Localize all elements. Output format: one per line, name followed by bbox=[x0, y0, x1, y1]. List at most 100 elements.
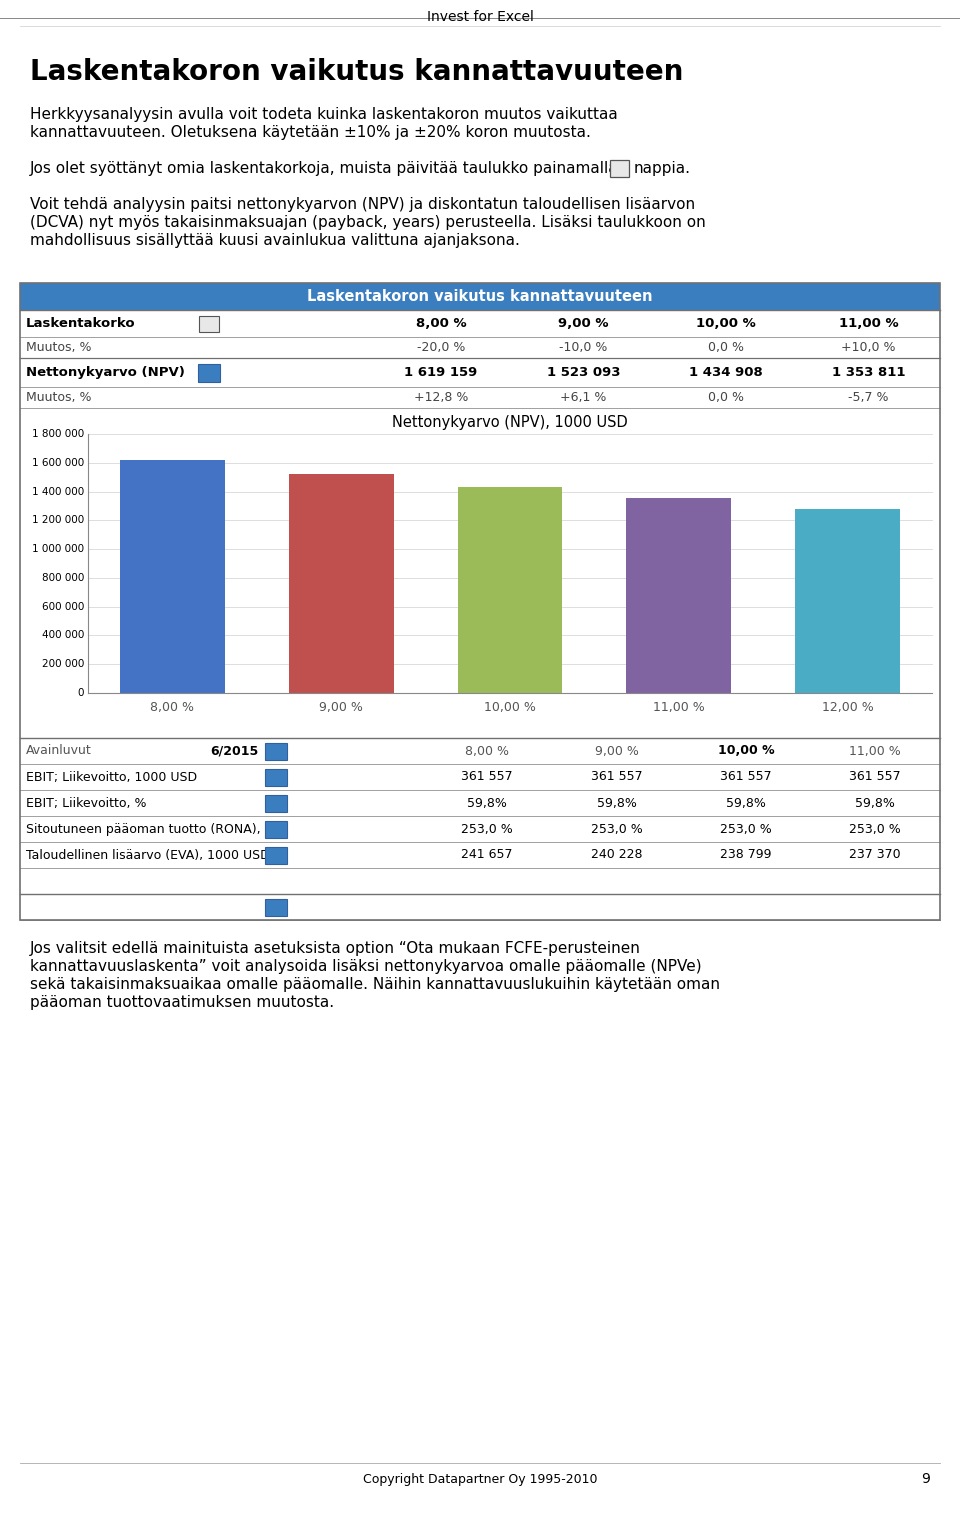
Bar bbox=[265, 847, 287, 864]
Bar bbox=[289, 474, 394, 692]
Text: 600 000: 600 000 bbox=[41, 601, 84, 612]
Text: 59,8%: 59,8% bbox=[596, 797, 636, 809]
Text: Taloudellinen lisäarvo (EVA), 1000 USD: Taloudellinen lisäarvo (EVA), 1000 USD bbox=[26, 848, 270, 862]
Text: 12,00 %: 12,00 % bbox=[822, 700, 874, 714]
Text: 9,00 %: 9,00 % bbox=[559, 317, 609, 330]
Text: Muutos, %: Muutos, % bbox=[26, 391, 91, 405]
Text: pääoman tuottovaatimuksen muutosta.: pääoman tuottovaatimuksen muutosta. bbox=[30, 994, 334, 1009]
Text: 0,0 %: 0,0 % bbox=[708, 341, 744, 355]
Bar bbox=[199, 315, 219, 332]
Bar bbox=[265, 768, 287, 785]
Bar bbox=[198, 364, 220, 382]
Text: Laskentakorko: Laskentakorko bbox=[26, 317, 135, 330]
Text: +10,0 %: +10,0 % bbox=[842, 341, 896, 355]
Text: 59,8%: 59,8% bbox=[726, 797, 766, 809]
Text: 253,0 %: 253,0 % bbox=[461, 823, 513, 835]
Text: 361 557: 361 557 bbox=[462, 771, 513, 783]
Text: -5,7 %: -5,7 % bbox=[849, 391, 889, 405]
Text: 400 000: 400 000 bbox=[41, 630, 84, 641]
Text: 1 353 811: 1 353 811 bbox=[832, 367, 905, 379]
Text: Invest for Excel: Invest for Excel bbox=[426, 11, 534, 24]
Text: 8,00 %: 8,00 % bbox=[465, 744, 509, 758]
Text: 240 228: 240 228 bbox=[590, 848, 642, 862]
Text: 11,00 %: 11,00 % bbox=[850, 744, 901, 758]
Text: 237 370: 237 370 bbox=[850, 848, 901, 862]
Bar bbox=[265, 742, 287, 759]
Text: 1 800 000: 1 800 000 bbox=[32, 429, 84, 439]
Text: 9,00 %: 9,00 % bbox=[594, 744, 638, 758]
Text: 238 799: 238 799 bbox=[720, 848, 772, 862]
Text: 253,0 %: 253,0 % bbox=[590, 823, 642, 835]
Text: Jos valitsit edellä mainituista asetuksista option “Ota mukaan FCFE-perusteinen: Jos valitsit edellä mainituista asetuksi… bbox=[30, 941, 641, 956]
Text: 1 200 000: 1 200 000 bbox=[32, 515, 84, 526]
Text: Herkkyysanalyysin avulla voit todeta kuinka laskentakoron muutos vaikuttaa: Herkkyysanalyysin avulla voit todeta kui… bbox=[30, 108, 617, 123]
Text: 9: 9 bbox=[922, 1473, 930, 1486]
Text: 0,0 %: 0,0 % bbox=[708, 391, 744, 405]
Text: Sitoutuneen pääoman tuotto (RONA), %: Sitoutuneen pääoman tuotto (RONA), % bbox=[26, 823, 276, 835]
Text: Voit tehdä analyysin paitsi nettonykyarvon (NPV) ja diskontatun taloudellisen li: Voit tehdä analyysin paitsi nettonykyarv… bbox=[30, 197, 695, 212]
Text: !: ! bbox=[617, 164, 622, 173]
Text: Nettonykyarvo (NPV), 1000 USD: Nettonykyarvo (NPV), 1000 USD bbox=[392, 415, 628, 429]
Text: 11,00 %: 11,00 % bbox=[653, 700, 705, 714]
Text: 1 434 908: 1 434 908 bbox=[689, 367, 763, 379]
Bar bbox=[120, 461, 225, 692]
Text: (DCVA) nyt myös takaisinmaksuajan (payback, years) perusteella. Lisäksi taulukko: (DCVA) nyt myös takaisinmaksuajan (payba… bbox=[30, 215, 706, 230]
Text: 253,0 %: 253,0 % bbox=[720, 823, 772, 835]
Text: !: ! bbox=[206, 318, 211, 329]
Text: 361 557: 361 557 bbox=[590, 771, 642, 783]
Bar bbox=[265, 794, 287, 812]
Text: EBIT; Liikevoitto, %: EBIT; Liikevoitto, % bbox=[26, 797, 147, 809]
Text: ▼: ▼ bbox=[205, 368, 213, 377]
Text: 1 000 000: 1 000 000 bbox=[32, 544, 84, 554]
Text: +6,1 %: +6,1 % bbox=[561, 391, 607, 405]
Text: 8,00 %: 8,00 % bbox=[416, 317, 467, 330]
Text: ▼: ▼ bbox=[273, 824, 279, 833]
Text: 1 523 093: 1 523 093 bbox=[547, 367, 620, 379]
Text: 59,8%: 59,8% bbox=[468, 797, 507, 809]
Text: sekä takaisinmaksuaikaa omalle pääomalle. Näihin kannattavuuslukuihin käytetään : sekä takaisinmaksuaikaa omalle pääomalle… bbox=[30, 977, 720, 991]
Text: 59,8%: 59,8% bbox=[855, 797, 896, 809]
Text: Laskentakoron vaikutus kannattavuuteen: Laskentakoron vaikutus kannattavuuteen bbox=[30, 58, 684, 86]
Bar bbox=[20, 283, 940, 920]
Text: nappia.: nappia. bbox=[634, 161, 691, 176]
Bar bbox=[795, 509, 900, 692]
Text: 361 557: 361 557 bbox=[850, 771, 901, 783]
Bar bbox=[610, 159, 629, 177]
Bar bbox=[627, 498, 732, 692]
Text: 1 619 159: 1 619 159 bbox=[404, 367, 477, 379]
Text: 10,00 %: 10,00 % bbox=[717, 744, 774, 758]
Text: 200 000: 200 000 bbox=[41, 659, 84, 670]
Text: 11,00 %: 11,00 % bbox=[839, 317, 899, 330]
Text: EBIT; Liikevoitto, 1000 USD: EBIT; Liikevoitto, 1000 USD bbox=[26, 771, 197, 783]
Bar bbox=[265, 821, 287, 838]
Text: ▼: ▼ bbox=[273, 745, 279, 756]
Text: -20,0 %: -20,0 % bbox=[417, 341, 465, 355]
Bar bbox=[265, 898, 287, 915]
Text: ▼: ▼ bbox=[273, 773, 279, 782]
Text: 8,00 %: 8,00 % bbox=[151, 700, 194, 714]
Text: 10,00 %: 10,00 % bbox=[696, 317, 756, 330]
Text: ▼: ▼ bbox=[273, 798, 279, 807]
Text: +12,8 %: +12,8 % bbox=[414, 391, 468, 405]
Text: Jos olet syöttänyt omia laskentakorkoja, muista päivitää taulukko painamalla: Jos olet syöttänyt omia laskentakorkoja,… bbox=[30, 161, 618, 176]
Text: 361 557: 361 557 bbox=[720, 771, 772, 783]
Text: 10,00 %: 10,00 % bbox=[484, 700, 536, 714]
Text: Muutos, %: Muutos, % bbox=[26, 341, 91, 355]
Text: 1 600 000: 1 600 000 bbox=[32, 458, 84, 468]
Text: Copyright Datapartner Oy 1995-2010: Copyright Datapartner Oy 1995-2010 bbox=[363, 1473, 597, 1486]
Text: 241 657: 241 657 bbox=[462, 848, 513, 862]
Bar bbox=[20, 283, 940, 311]
Text: 1 400 000: 1 400 000 bbox=[32, 486, 84, 497]
Text: 800 000: 800 000 bbox=[41, 573, 84, 583]
Text: 253,0 %: 253,0 % bbox=[850, 823, 901, 835]
Text: 9,00 %: 9,00 % bbox=[320, 700, 363, 714]
Bar bbox=[458, 486, 563, 692]
Text: Nettonykyarvo (NPV): Nettonykyarvo (NPV) bbox=[26, 367, 185, 379]
Text: 0: 0 bbox=[78, 688, 84, 698]
Text: ▼: ▼ bbox=[273, 850, 279, 861]
Text: Laskentakoron vaikutus kannattavuuteen: Laskentakoron vaikutus kannattavuuteen bbox=[307, 289, 653, 305]
Text: ▼: ▼ bbox=[273, 901, 279, 912]
Text: kannattavuuteen. Oletuksena käytetään ±10% ja ±20% koron muutosta.: kannattavuuteen. Oletuksena käytetään ±1… bbox=[30, 126, 590, 141]
Text: mahdollisuus sisällyttää kuusi avainlukua valittuna ajanjaksona.: mahdollisuus sisällyttää kuusi avainluku… bbox=[30, 233, 520, 248]
Text: Avainluvut: Avainluvut bbox=[26, 744, 92, 758]
